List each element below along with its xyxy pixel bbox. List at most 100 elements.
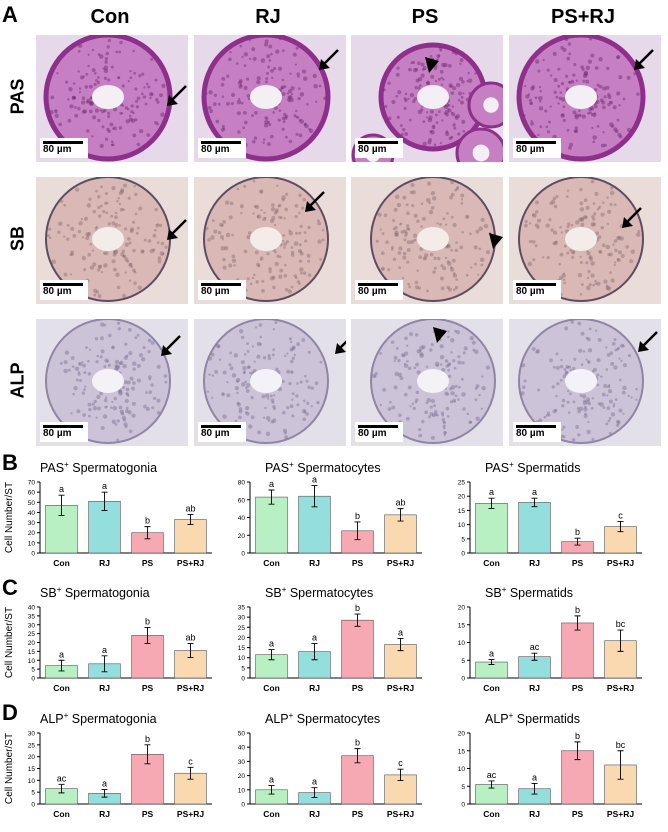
y-tick-label: 5 — [31, 667, 35, 674]
x-tick-label: PS — [142, 809, 154, 819]
error-bar — [268, 785, 275, 795]
arrow-icon — [634, 49, 654, 70]
significance-letter: b — [355, 511, 360, 521]
y-tick-label: 5 — [461, 658, 465, 665]
chart-title-marker: SB — [485, 586, 502, 601]
scale-bar-label: 80 µm — [516, 428, 545, 439]
chart-title-cell-type: Spermatids — [506, 586, 574, 601]
significance-letter: b — [575, 605, 580, 615]
error-bar — [144, 626, 151, 644]
scale-bar: 80 µm — [198, 280, 246, 300]
x-tick-label: PS — [572, 683, 584, 693]
y-tick-label: 15 — [458, 748, 466, 755]
x-tick-label: Con — [483, 558, 500, 568]
y-tick-label: 60 — [238, 497, 246, 504]
y-tick-label: 15 — [28, 766, 36, 773]
significance-letter: ab — [185, 503, 195, 513]
y-tick-label: 40 — [238, 515, 246, 522]
bar-chart-alp-spermatocytes: ALP+ Spermatocytes 0 10 20 30 40 50 a Con a RJ b PS c… — [210, 711, 428, 829]
significance-letter: b — [145, 616, 150, 626]
y-tick-label: 15 — [458, 622, 466, 629]
scale-bar-line — [358, 141, 398, 144]
error-bar — [58, 659, 65, 672]
y-tick-label: 5 — [31, 790, 35, 797]
significance-letter: ac — [487, 770, 497, 780]
chart-title-superscript: + — [289, 460, 294, 469]
arrowhead-icon — [433, 327, 447, 343]
panel-letter-a: A — [2, 2, 18, 27]
bar-ps — [341, 755, 374, 805]
chart-title-superscript: + — [64, 460, 69, 469]
y-tick-label: 40 — [28, 510, 36, 517]
chart-title: SB+ Spermatids — [485, 585, 573, 600]
arrow-icon — [622, 207, 642, 228]
error-bar — [488, 659, 495, 665]
significance-letter: a — [269, 479, 274, 489]
scale-bar-label: 80 µm — [358, 144, 387, 155]
bar-ps-rj — [174, 519, 207, 554]
x-tick-label: RJ — [99, 683, 110, 693]
chart-title: SB+ Spermatocytes — [265, 585, 373, 600]
error-bar — [574, 537, 581, 546]
chart-title-superscript: + — [509, 460, 514, 469]
error-bar — [268, 649, 275, 661]
x-tick-label: Con — [263, 558, 280, 568]
scale-bar-line — [201, 425, 241, 428]
scale-bar-line — [201, 283, 241, 286]
y-tick-label: 60 — [28, 490, 36, 497]
scale-bar-label: 80 µm — [43, 144, 72, 155]
scale-bar: 80 µm — [40, 422, 88, 442]
scale-bar-line — [43, 283, 83, 286]
significance-letter: a — [312, 633, 317, 643]
scale-bar: 80 µm — [198, 138, 246, 158]
scale-bar-line — [358, 283, 398, 286]
error-bar — [268, 489, 275, 505]
chart-title-superscript: + — [508, 711, 514, 720]
chart-title-marker: ALP — [265, 712, 289, 727]
bar-ps — [341, 619, 374, 679]
significance-letter: a — [102, 645, 107, 655]
y-tick-label: 10 — [458, 766, 466, 773]
x-tick-label: RJ — [309, 809, 320, 819]
chart-title-marker: ALP — [40, 712, 64, 727]
significance-letter: a — [312, 475, 317, 485]
significance-letter: b — [145, 516, 150, 526]
scale-bar-label: 80 µm — [516, 144, 545, 155]
micrograph-pas-ps-rj: 80 µm — [509, 35, 661, 162]
chart-plot: Cell Number/ST 0 10 20 30 40 50 60 70 a Con a RJ b PS a… — [4, 480, 212, 568]
significance-letter: c — [618, 510, 623, 520]
y-tick-label: 15 — [458, 508, 466, 515]
y-tick-label: 0 — [241, 676, 245, 683]
error-bar — [144, 744, 151, 765]
chart-title: ALP+ Spermatocytes — [265, 711, 380, 726]
y-tick-label: 0 — [461, 676, 465, 683]
y-tick-label: 0 — [31, 676, 35, 683]
chart-title-superscript: + — [63, 711, 69, 720]
scale-bar-label: 80 µm — [201, 144, 230, 155]
x-tick-label: PS+RJ — [177, 683, 204, 693]
x-tick-label: Con — [483, 683, 500, 693]
error-bar — [311, 485, 318, 508]
error-bar — [187, 514, 194, 526]
chart-title-marker: SB — [265, 586, 282, 601]
y-tick-label: 10 — [458, 640, 466, 647]
chart-plot: 0 5 10 15 20 25 a Con a RJ b PS c PS+RJ — [458, 480, 642, 568]
y-tick-label: 20 — [458, 605, 466, 612]
significance-letter: a — [398, 627, 403, 637]
significance-letter: b — [575, 527, 580, 537]
error-bar — [531, 497, 538, 508]
bar-chart-pas-spermatids: PAS+ Spermatids 0 5 10 15 20 25 a Con a RJ b PS c PS+R… — [430, 460, 648, 578]
scale-bar: 80 µm — [355, 280, 403, 300]
significance-letter: bc — [616, 619, 626, 629]
x-tick-label: RJ — [99, 809, 110, 819]
arrow-icon — [161, 335, 181, 356]
y-tick-label: 30 — [28, 520, 36, 527]
micrograph-alp-ps-rj: 80 µm — [509, 319, 661, 446]
x-tick-label: Con — [53, 683, 70, 693]
x-tick-label: RJ — [529, 683, 540, 693]
panel-letter-d: D — [2, 700, 18, 725]
error-bar — [354, 748, 361, 764]
scale-bar-line — [516, 283, 556, 286]
chart-title-cell-type: Spermatids — [513, 461, 581, 476]
